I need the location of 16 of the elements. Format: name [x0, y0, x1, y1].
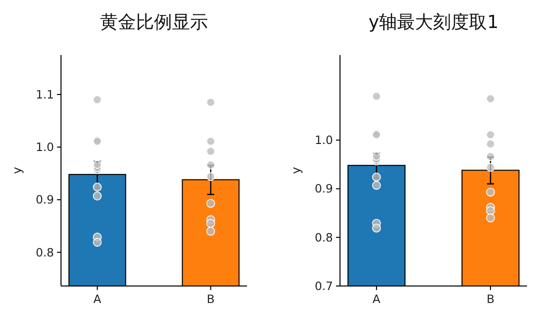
x-tick-label: B	[206, 292, 215, 306]
x-tick-label: A	[372, 292, 381, 306]
y-axis-title: y	[10, 166, 24, 174]
x-tick-label: B	[486, 292, 495, 306]
chart-title: 黄金比例显示	[100, 12, 208, 33]
x-tick-label: A	[93, 292, 102, 306]
y-axis-title: y	[289, 166, 303, 174]
chart-title: y轴最大刻度取1	[368, 12, 499, 33]
y-tick-label: 1.0	[36, 140, 54, 154]
y-tick-label: 0.8	[36, 245, 54, 260]
y-tick-label: 1.0	[314, 133, 333, 148]
y-tick-label: 0.9	[36, 192, 54, 207]
y-tick-label: 1.1	[36, 87, 54, 102]
y-tick-label: 0.9	[314, 182, 333, 196]
y-tick-label: 0.7	[314, 279, 333, 293]
y-tick-label: 0.8	[314, 230, 333, 244]
